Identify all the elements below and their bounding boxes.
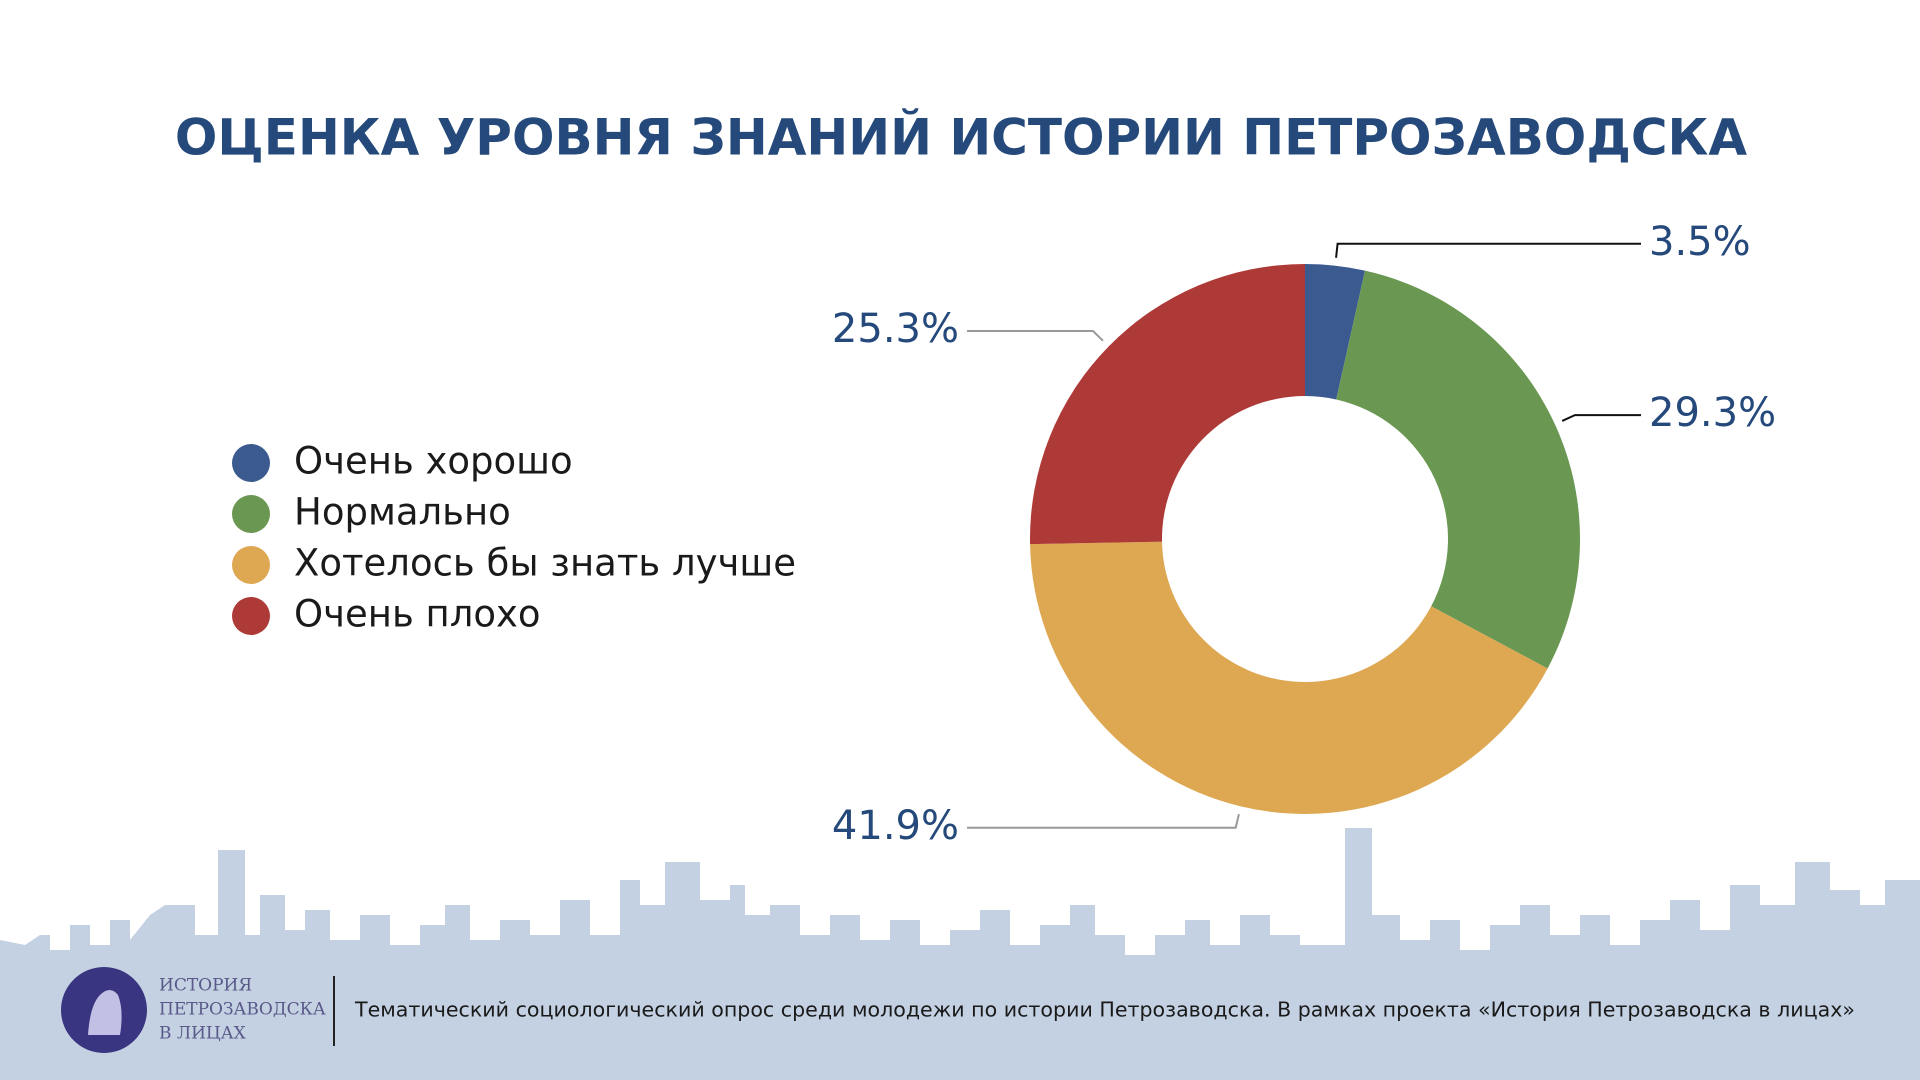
legend-label: Хотелось бы знать лучше xyxy=(294,542,796,585)
legend-label: Очень хорошо xyxy=(294,440,573,483)
logo: ИСТОРИЯ ПЕТРОЗАВОДСКА В ЛИЦАХ xyxy=(61,967,326,1053)
legend-marker xyxy=(232,495,270,533)
data-label: 29.3% xyxy=(1649,390,1776,436)
legend-marker xyxy=(232,597,270,635)
donut-segment xyxy=(1030,264,1305,545)
data-label: 3.5% xyxy=(1649,219,1751,265)
leader-line xyxy=(967,813,1240,829)
donut-segment xyxy=(1336,270,1580,669)
legend-marker xyxy=(232,444,270,482)
legend-label: Очень плохо xyxy=(294,593,541,636)
leader-line xyxy=(1561,414,1641,422)
logo-text: В ЛИЦАХ xyxy=(159,1024,247,1044)
donut-segment xyxy=(1030,541,1548,815)
footer-caption: Тематический социологический опрос среди… xyxy=(354,998,1855,1022)
logo-portrait xyxy=(88,990,122,1035)
data-label: 41.9% xyxy=(832,803,959,849)
leader-line xyxy=(967,329,1104,342)
logo-text: ПЕТРОЗАВОДСКА xyxy=(159,1000,326,1020)
leader-line xyxy=(1335,242,1641,258)
skyline xyxy=(0,828,1920,1080)
legend-label: Нормально xyxy=(294,491,511,534)
logo-text: ИСТОРИЯ xyxy=(159,976,252,996)
data-label: 25.3% xyxy=(832,306,959,352)
donut-segment xyxy=(1305,264,1365,400)
legend-marker xyxy=(232,546,270,584)
chart-title: ОЦЕНКА УРОВНЯ ЗНАНИЙ ИСТОРИИ ПЕТРОЗАВОДС… xyxy=(175,108,1748,167)
